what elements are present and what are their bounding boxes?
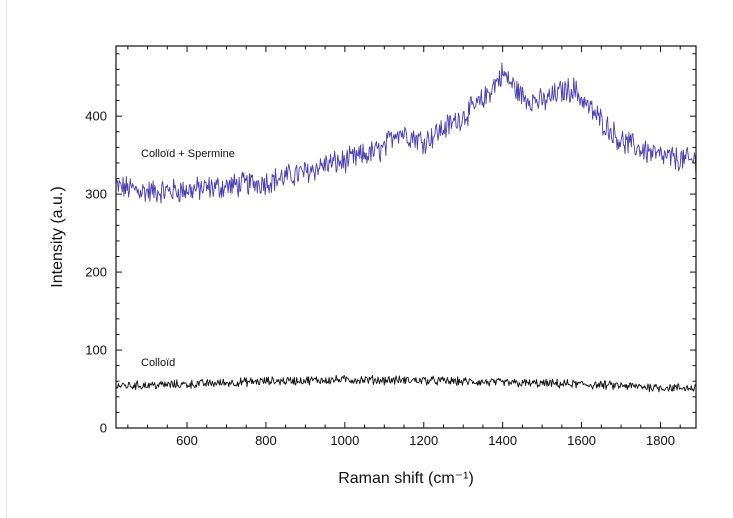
ticks-layer bbox=[116, 46, 696, 429]
labels-layer: 600 800 1000 1200 1400 1600 1800 0 100 200 300 400 bbox=[85, 109, 675, 448]
x-tick-label: 1200 bbox=[409, 433, 438, 448]
series-label-colloid-spermine: Colloïd + Spermine bbox=[141, 148, 235, 160]
series-line-colloid bbox=[115, 374, 697, 393]
y-tick-label: 0 bbox=[100, 421, 107, 436]
x-tick-label: 800 bbox=[255, 433, 277, 448]
x-tick-label: 600 bbox=[176, 433, 198, 448]
series-layer bbox=[115, 62, 697, 393]
x-tick-label: 1600 bbox=[567, 433, 596, 448]
series-label-colloid: Colloïd bbox=[141, 357, 175, 369]
y-tick-label: 200 bbox=[85, 265, 107, 280]
plot-frame bbox=[115, 45, 697, 429]
x-axis-title: Raman shift (cm⁻¹) bbox=[338, 470, 474, 487]
x-tick-label: 1000 bbox=[330, 433, 359, 448]
y-tick-label: 100 bbox=[85, 343, 107, 358]
y-tick-label: 400 bbox=[85, 109, 107, 124]
x-tick-label: 1400 bbox=[488, 433, 517, 448]
series-line-colloid-spermine bbox=[115, 62, 697, 204]
x-tick-label: 1800 bbox=[646, 433, 675, 448]
y-axis-title: Intensity (a.u.) bbox=[49, 186, 66, 287]
page-left-rule bbox=[6, 0, 7, 518]
y-tick-label: 300 bbox=[85, 187, 107, 202]
